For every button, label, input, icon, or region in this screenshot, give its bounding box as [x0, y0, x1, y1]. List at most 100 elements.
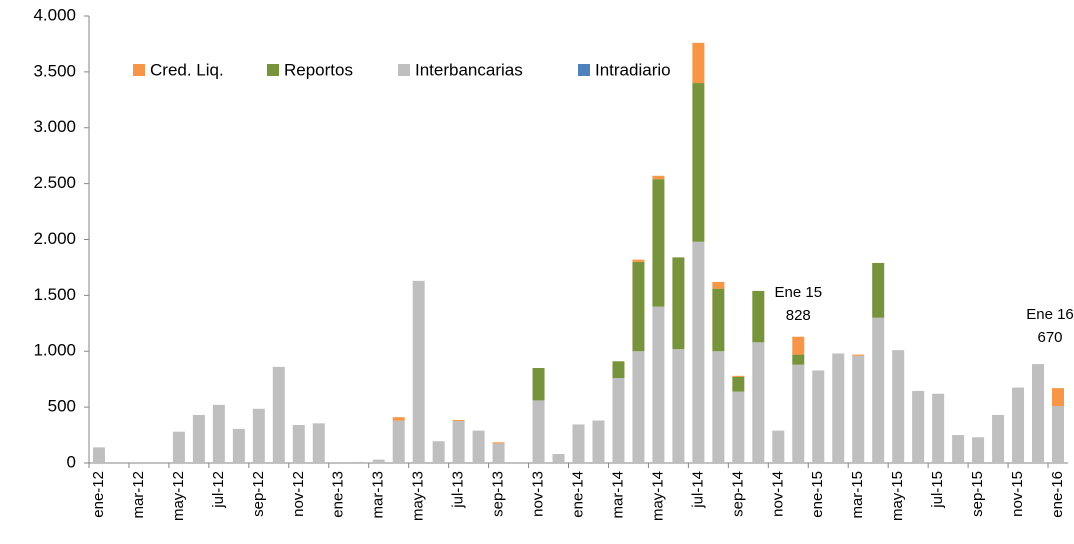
bar-segment [732, 391, 745, 463]
legend-swatch [133, 64, 145, 76]
bar-segment [812, 370, 825, 463]
x-tick-label: jul-12 [210, 471, 227, 509]
x-tick-label: may-13 [410, 471, 427, 521]
bar-segment [652, 306, 665, 463]
bar-segment [1032, 364, 1045, 463]
bar-segment [632, 351, 645, 463]
bar-segment [212, 404, 225, 463]
bar-segment [1012, 387, 1025, 463]
bar-segment [752, 342, 765, 463]
x-tick-label: sep-13 [490, 471, 507, 517]
y-tick-label: 1.000 [33, 341, 76, 360]
bar-segment [652, 179, 665, 307]
bar-segment [612, 361, 625, 379]
x-tick-label: mar-14 [609, 471, 626, 519]
bar-segment [592, 420, 605, 463]
x-tick-label: nov-13 [530, 471, 547, 517]
bar-segment [92, 447, 105, 463]
x-tick-label: ene-13 [330, 471, 347, 518]
y-tick-label: 2.000 [33, 229, 76, 248]
bar-segment [652, 175, 665, 180]
x-tick-label: sep-14 [729, 471, 746, 517]
bar-segment [732, 376, 745, 392]
bar-segment [1052, 388, 1065, 407]
bar-segment [552, 454, 565, 463]
annotation-value: 670 [1037, 329, 1062, 346]
y-tick-label: 2.500 [33, 173, 76, 192]
bar-segment [292, 425, 305, 463]
bar-segment [492, 443, 505, 463]
bar-segment [692, 83, 705, 242]
bar-segment [412, 280, 425, 463]
bar-segment [752, 290, 765, 343]
bar-segment [992, 414, 1005, 463]
x-tick-label: mar-13 [370, 471, 387, 519]
x-tick-label: nov-15 [1009, 471, 1026, 517]
annotation-value: 828 [786, 307, 811, 324]
x-tick-label: jul-15 [929, 471, 946, 509]
bar-segment [772, 430, 785, 463]
bar-segment [532, 400, 545, 463]
legend-swatch [398, 64, 410, 76]
bar-segment [692, 42, 705, 84]
legend-label: Cred. Liq. [150, 60, 224, 79]
x-tick-label: nov-14 [769, 471, 786, 517]
bar-segment [892, 350, 905, 463]
bar-segment [252, 408, 265, 463]
bar-segment [712, 288, 725, 352]
bar-segment [792, 364, 805, 463]
x-tick-label: may-12 [170, 471, 187, 521]
legend-label: Reportos [284, 60, 353, 79]
bar-segment [792, 354, 805, 365]
bar-segment [632, 259, 645, 262]
x-tick-label: nov-12 [290, 471, 307, 517]
bar-segment [852, 354, 865, 356]
bar-segment [672, 257, 685, 350]
bar-segment [952, 435, 965, 463]
x-tick-label: ene-15 [809, 471, 826, 518]
legend-label: Interbancarias [415, 60, 523, 79]
bar-segment [672, 349, 685, 463]
x-tick-label: mar-15 [849, 471, 866, 519]
legend-swatch [578, 64, 590, 76]
legend-swatch [267, 64, 279, 76]
x-tick-label: mar-12 [130, 471, 147, 519]
bar-segment [872, 262, 885, 318]
bar-segment [392, 417, 405, 421]
x-tick-label: sep-15 [969, 471, 986, 517]
x-tick-label: may-15 [889, 471, 906, 521]
bar-segment [452, 421, 465, 463]
y-tick-label: 1.500 [33, 285, 76, 304]
bar-segment [872, 317, 885, 463]
bar-segment [712, 351, 725, 463]
bar-segment [312, 423, 325, 463]
bar-segment [232, 428, 245, 463]
bar-segment [712, 281, 725, 289]
bar-segment [692, 241, 705, 463]
annotation-text: Ene 16 [1026, 306, 1074, 323]
y-tick-label: 3.500 [33, 61, 76, 80]
x-tick-label: ene-12 [90, 471, 107, 518]
y-tick-label: 500 [48, 397, 76, 416]
bar-segment [472, 430, 485, 463]
bar-segment [452, 419, 465, 422]
bar-segment [972, 437, 985, 463]
y-tick-label: 0 [67, 452, 76, 471]
y-tick-label: 4.000 [33, 5, 76, 24]
x-tick-label: jul-13 [450, 471, 467, 509]
bar-segment [1052, 406, 1065, 463]
x-tick-label: ene-14 [569, 471, 586, 518]
bar-segment [492, 442, 505, 444]
x-tick-label: ene-16 [1049, 471, 1066, 518]
bar-segment [632, 261, 645, 352]
bar-segment [912, 390, 925, 463]
bar-segment [792, 336, 805, 355]
bar-segment [172, 431, 185, 463]
bar-segment [572, 424, 585, 463]
bar-segment [932, 393, 945, 463]
bar-segment [372, 459, 385, 463]
bar-segment [192, 414, 205, 463]
x-tick-label: may-14 [649, 471, 666, 521]
bar-segment [352, 461, 365, 463]
